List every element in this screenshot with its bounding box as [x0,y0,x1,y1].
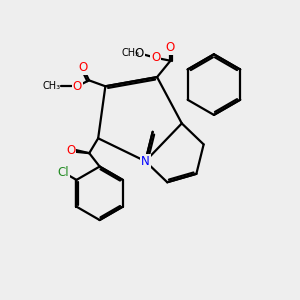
Text: O: O [66,144,75,157]
Text: O: O [151,51,160,64]
Text: Cl: Cl [58,166,69,179]
Text: O: O [135,47,144,60]
Text: CH₃: CH₃ [43,81,61,91]
Text: N: N [141,155,150,168]
Text: O: O [79,61,88,74]
Text: O: O [73,80,82,93]
Text: CH₃: CH₃ [121,48,140,58]
Text: O: O [166,41,175,54]
